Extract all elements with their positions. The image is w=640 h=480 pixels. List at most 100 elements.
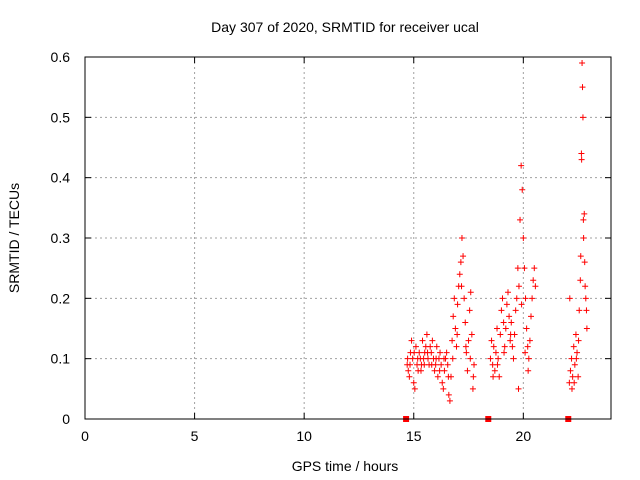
data-point-85 [492, 349, 499, 356]
data-point-66 [417, 367, 424, 374]
data-point-72 [440, 355, 447, 362]
data-point-151 [568, 385, 575, 392]
x-tick-label-4: 20 [516, 428, 532, 444]
x-tick-label-2: 10 [296, 428, 312, 444]
data-point-121 [532, 283, 539, 290]
data-point-60 [469, 385, 476, 392]
x-axis-label: GPS time / hours [292, 458, 399, 474]
data-point-92 [500, 319, 507, 326]
data-point-30 [437, 349, 444, 356]
data-point-153 [573, 355, 580, 362]
y-tick-label-1: 0.1 [51, 351, 71, 367]
data-point-55 [464, 367, 471, 374]
data-point-105 [514, 265, 521, 272]
data-point-111 [521, 265, 528, 272]
data-point-45 [453, 343, 460, 350]
data-point-146 [581, 210, 588, 217]
y-tick-label-0: 0 [62, 411, 70, 427]
data-point-114 [524, 343, 531, 350]
data-point-107 [517, 216, 524, 223]
data-point-1 [405, 367, 412, 374]
data-point-23 [429, 337, 436, 344]
data-point-106 [515, 283, 522, 290]
data-point-2 [406, 373, 413, 380]
data-point-99 [508, 319, 515, 326]
data-point-131 [567, 367, 574, 374]
data-point-50 [458, 235, 465, 241]
data-point-6 [410, 379, 417, 386]
x-axis-ticks: 0 5 10 15 20 [81, 57, 531, 444]
data-point-64 [411, 349, 418, 356]
data-point-11 [416, 349, 423, 356]
data-point-19 [424, 355, 431, 362]
y-tick-label-2: 0.2 [51, 290, 71, 306]
data-point-67 [421, 361, 428, 368]
data-point-104 [513, 295, 520, 302]
data-point-116 [526, 337, 533, 344]
y-axis-label: SRMTID / TECUs [6, 183, 22, 293]
data-point-120 [531, 265, 538, 272]
data-point-8 [412, 343, 419, 350]
data-point-83 [490, 343, 497, 350]
y-tick-label-4: 0.4 [51, 170, 71, 186]
data-point-21 [427, 343, 434, 350]
data-point-65 [414, 355, 421, 362]
data-point-94 [502, 325, 509, 332]
data-point-84 [491, 367, 498, 374]
data-point-145 [580, 235, 587, 241]
data-point-109 [519, 186, 526, 193]
data-point-54 [463, 349, 470, 356]
data-point-70 [433, 355, 440, 362]
data-point-149 [583, 325, 590, 332]
data-point-140 [577, 277, 584, 284]
y-axis-ticks: 0 0.1 0.2 0.3 0.4 0.5 0.6 [51, 49, 611, 427]
x-tick-label-0: 0 [81, 428, 89, 444]
data-point-101 [510, 355, 517, 362]
data-point-152 [571, 379, 578, 386]
data-point-36 [443, 349, 450, 356]
data-point-155 [577, 253, 584, 260]
data-point-123 [518, 301, 525, 308]
data-point-81 [488, 337, 495, 344]
data-point-129 [507, 331, 514, 338]
data-point-119 [530, 277, 537, 284]
data-point-58 [467, 289, 474, 296]
data-point-33 [440, 385, 447, 392]
data-point-157 [580, 216, 587, 223]
data-point-138 [575, 373, 582, 380]
data-point-57 [466, 307, 473, 314]
data-point-62 [404, 355, 411, 362]
data-point-51 [460, 253, 467, 260]
y-tick-label-5: 0.5 [51, 109, 71, 125]
data-point-87 [495, 355, 502, 362]
data-point-48 [456, 271, 463, 278]
data-point-77 [462, 343, 469, 350]
data-point-4 [408, 337, 415, 344]
data-point-86 [494, 325, 501, 332]
y-tick-label-6: 0.6 [51, 49, 71, 65]
data-point-61 [471, 361, 478, 368]
data-point-98 [507, 337, 514, 344]
data-point-38 [445, 391, 452, 398]
data-point-136 [572, 331, 579, 338]
data-point-28 [434, 373, 441, 380]
data-points [404, 60, 590, 404]
data-point-125 [525, 367, 532, 374]
data-point-71 [436, 367, 443, 374]
data-point-110 [520, 235, 527, 241]
data-point-74 [449, 355, 456, 362]
x-tick-label-1: 5 [191, 428, 199, 444]
data-point-39 [446, 397, 453, 404]
chart-title: Day 307 of 2020, SRMTID for receiver uca… [211, 19, 479, 35]
data-point-79 [470, 373, 477, 380]
data-point-134 [570, 343, 577, 350]
y-tick-label-3: 0.3 [51, 230, 71, 246]
data-point-158 [582, 283, 589, 290]
data-point-80 [487, 355, 494, 362]
data-point-46 [454, 301, 461, 308]
data-point-108 [518, 162, 525, 169]
data-point-32 [439, 379, 446, 386]
data-point-122 [515, 385, 522, 392]
data-point-41 [449, 337, 456, 344]
